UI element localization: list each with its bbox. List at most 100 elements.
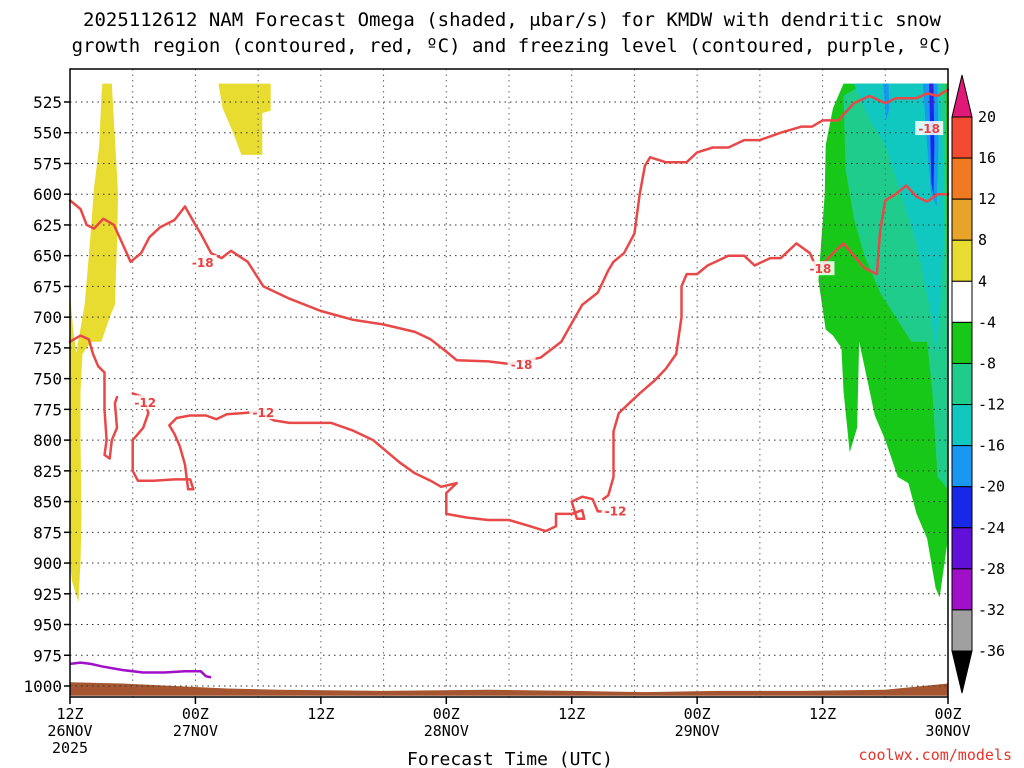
watermark: coolwx.com/models	[858, 746, 1012, 764]
colorbar-label: 4	[978, 272, 987, 290]
contour-label: -12	[253, 406, 275, 420]
y-tick-label: 675	[33, 277, 62, 296]
x-tick-label: 00Z	[433, 705, 460, 723]
dgz-minus-18-upper-left-contour	[68, 88, 950, 366]
x-tick-label: 12Z	[558, 705, 585, 723]
y-tick-label: 625	[33, 216, 62, 235]
contour-layer	[68, 88, 950, 679]
colorbar-bottom-arrow	[951, 650, 973, 694]
x-tick-label: 27NOV	[173, 722, 218, 740]
y-tick-label: 775	[33, 400, 62, 419]
colorbar-label: 20	[978, 108, 996, 126]
contour-label-bg	[601, 503, 630, 518]
x-axis-label: Forecast Time (UTC)	[407, 749, 613, 768]
colorbar-bin	[951, 568, 973, 611]
descent-teal-region	[853, 83, 944, 354]
y-tick-label: 525	[33, 93, 62, 112]
contour-label-bg	[806, 261, 835, 276]
colorbar-top-arrow	[951, 74, 973, 118]
colorbar-label: 8	[978, 231, 987, 249]
y-tick-label: 725	[33, 339, 62, 358]
x-tick-label: 2025	[52, 739, 88, 757]
dgz-minus-12-mid-contour	[131, 392, 610, 533]
colorbar-bin	[951, 609, 973, 652]
dgz-minus-18-lower-contour	[601, 184, 950, 501]
y-tick-label: 825	[33, 462, 62, 481]
colorbar-bin	[951, 445, 973, 488]
contour-labels: -18 -18 -18 -18 -12 -12 -12	[131, 121, 944, 518]
y-tick-label: 1000	[23, 677, 62, 696]
x-tick-label: 26NOV	[47, 722, 92, 740]
colorbar-bin	[951, 321, 973, 364]
x-tick-label: 00Z	[934, 705, 961, 723]
x-tick-label: 12Z	[56, 705, 83, 723]
y-tick-label: 875	[33, 523, 62, 542]
x-tick-label: 12Z	[307, 705, 334, 723]
x-tick-label: 30NOV	[925, 722, 970, 740]
descent-blue-core-region	[929, 83, 935, 195]
colorbar-label: -20	[978, 478, 1005, 496]
contour-label-bg	[131, 395, 160, 410]
y-tick-label: 650	[33, 247, 62, 266]
contour-label-bg	[507, 357, 536, 372]
chart-title-line2: growth region (contoured, red, ºC) and f…	[72, 35, 953, 57]
y-tick-label: 750	[33, 370, 62, 389]
colorbar: 20 16 12 8 4 -4 -8 -12 -16 -20 -24 -28 -32 -36	[951, 74, 1005, 694]
contour-label: -18	[810, 262, 832, 276]
colorbar-label: -32	[978, 601, 1005, 619]
colorbar-label: -24	[978, 519, 1005, 537]
y-tick-label: 850	[33, 493, 62, 512]
y-tick-label: 950	[33, 616, 62, 635]
x-tick-label: 29NOV	[675, 722, 720, 740]
colorbar-label: -28	[978, 560, 1005, 578]
x-tick-label: 28NOV	[424, 722, 469, 740]
colorbar-bin	[951, 362, 973, 406]
colorbar-bin	[951, 404, 973, 447]
ascent-yellow-left-region	[70, 83, 119, 603]
colorbar-label: -12	[978, 396, 1005, 414]
colorbar-label: 12	[978, 190, 996, 208]
contour-label-bg	[188, 255, 217, 270]
plot-frame	[69, 68, 949, 698]
contour-label: -18	[511, 358, 533, 372]
contour-label: -18	[192, 256, 214, 270]
descent-purple-core-region	[930, 83, 933, 115]
freezing-level-contour	[69, 661, 212, 679]
colorbar-label: -16	[978, 437, 1005, 455]
contour-label: -12	[605, 504, 627, 518]
dgz-minus-12-lower-left-contour	[68, 334, 119, 460]
colorbar-bin	[951, 486, 973, 529]
y-tick-label: 700	[33, 308, 62, 327]
colorbar-bin	[951, 157, 973, 200]
y-tick-label: 800	[33, 431, 62, 450]
contour-label: -18	[918, 122, 940, 136]
chart-title-line1: 2025112612 NAM Forecast Omega (shaded, μ…	[83, 9, 941, 31]
colorbar-bin	[951, 116, 973, 159]
contour-label-bg	[249, 405, 278, 420]
colorbar-bin	[951, 527, 973, 570]
colorbar-label: 16	[978, 149, 996, 167]
contour-label: -12	[134, 396, 156, 410]
colorbar-label: -4	[978, 313, 996, 331]
y-tick-label: 925	[33, 585, 62, 604]
ascent-yellow-top-region	[218, 83, 271, 155]
terrain-region	[70, 682, 948, 696]
x-tick-label: 00Z	[684, 705, 711, 723]
colorbar-label: -36	[978, 642, 1005, 660]
contour-label-bg	[915, 121, 944, 136]
colorbar-bin	[951, 198, 973, 241]
gridlines	[70, 69, 948, 697]
y-axis-ticks: 525 550 575 600 625 650 675 700 725 750 775 800 825 8…	[23, 93, 70, 696]
y-tick-label: 575	[33, 154, 62, 173]
x-tick-label: 12Z	[809, 705, 836, 723]
colorbar-bin	[951, 239, 973, 282]
y-tick-label: 975	[33, 646, 62, 665]
colorbar-bin	[951, 280, 973, 323]
y-tick-label: 600	[33, 185, 62, 204]
colorbar-label: -8	[978, 354, 996, 372]
y-tick-label: 900	[33, 554, 62, 573]
y-tick-label: 550	[33, 124, 62, 143]
x-tick-label: 00Z	[182, 705, 209, 723]
